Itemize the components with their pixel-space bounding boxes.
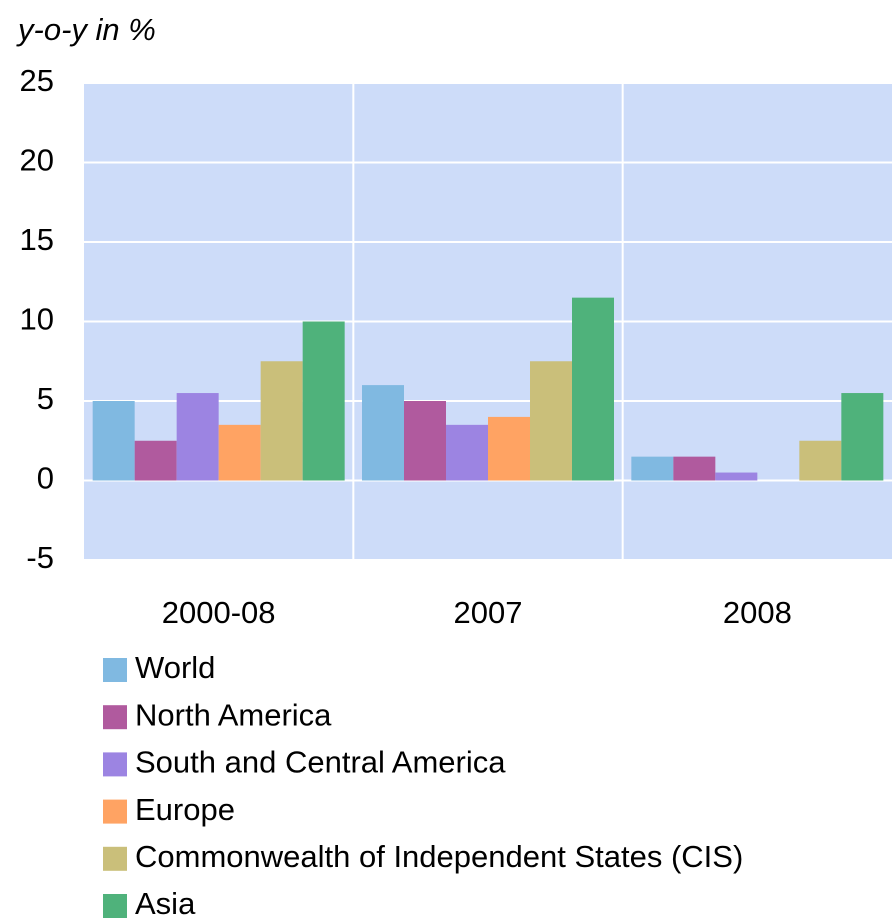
bar — [715, 472, 758, 481]
bar — [92, 401, 135, 481]
legend-swatch — [103, 658, 127, 682]
legend-swatch — [103, 752, 127, 777]
bar — [260, 361, 303, 481]
legend-swatch — [103, 799, 127, 824]
bar — [530, 361, 572, 481]
bar — [841, 393, 884, 481]
legend-label: Commonwealth of Independent States (CIS) — [135, 839, 743, 874]
x-tick-label: 2007 — [454, 595, 523, 630]
y-tick-label: 0 — [37, 461, 54, 496]
bar — [218, 424, 261, 481]
y-axis-label: y-o-y in % — [16, 12, 156, 47]
bar — [302, 321, 345, 481]
y-tick-label: -5 — [26, 540, 54, 575]
bar — [673, 456, 716, 481]
bar — [572, 297, 614, 481]
y-tick-label: 25 — [20, 63, 54, 98]
bar — [446, 424, 488, 481]
bar — [799, 440, 842, 481]
legend-label: North America — [135, 697, 332, 732]
legend-label: World — [135, 650, 215, 685]
bar — [176, 393, 219, 481]
legend-swatch — [103, 705, 127, 730]
bar — [488, 416, 530, 481]
x-tick-label: 2000-08 — [162, 595, 276, 630]
y-tick-label: 10 — [20, 302, 54, 337]
x-tick-label: 2008 — [723, 595, 792, 630]
y-tick-label: 5 — [37, 381, 54, 416]
y-tick-label: 20 — [20, 143, 54, 178]
bar — [134, 440, 177, 481]
legend-swatch — [103, 846, 127, 871]
bar — [404, 401, 446, 481]
y-tick-label: 15 — [20, 222, 54, 257]
legend-swatch — [103, 894, 127, 918]
bar — [362, 385, 404, 481]
legend-label: Europe — [135, 792, 235, 827]
bar — [631, 456, 674, 481]
legend-label: Asia — [135, 886, 196, 921]
legend-label: South and Central America — [135, 745, 506, 780]
